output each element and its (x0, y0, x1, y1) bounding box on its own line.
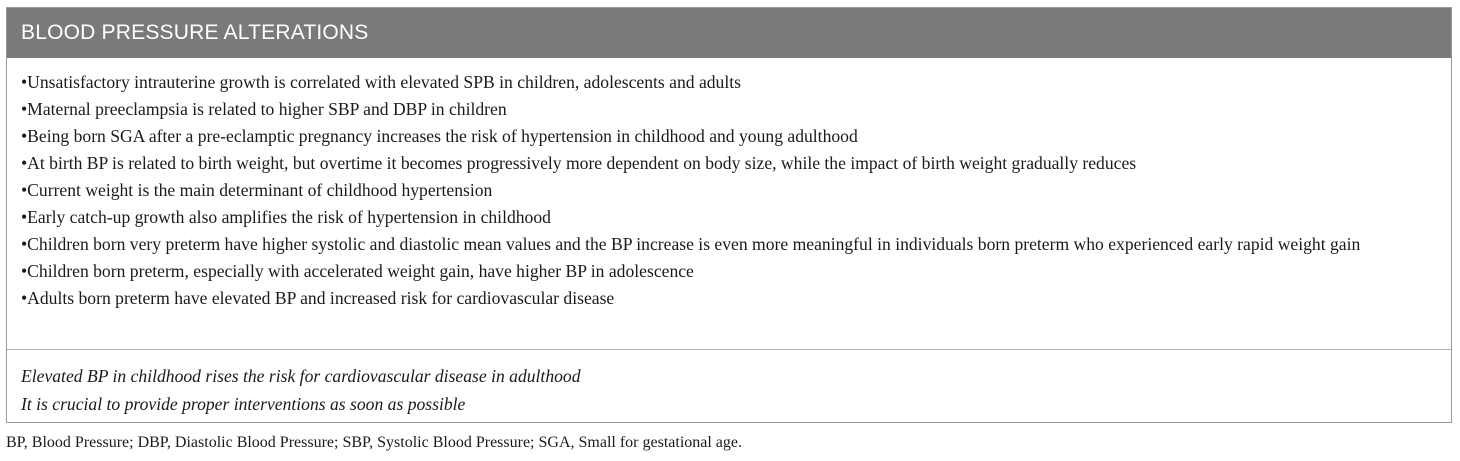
bullet-icon: • (21, 234, 28, 254)
table-title: BLOOD PRESSURE ALTERATIONS (7, 8, 1451, 58)
findings-list: •Unsatisfactory intrauterine growth is c… (7, 58, 1451, 350)
bullet-icon: • (21, 261, 28, 281)
list-item: •Current weight is the main determinant … (21, 177, 1437, 204)
finding-text: Maternal preeclampsia is related to high… (27, 99, 507, 119)
list-item: •Adults born preterm have elevated BP an… (21, 285, 1437, 312)
list-item: •At birth BP is related to birth weight,… (21, 150, 1437, 177)
conclusion-line: Elevated BP in childhood rises the risk … (21, 366, 581, 386)
bullet-icon: • (21, 153, 28, 173)
bullet-icon: • (21, 126, 28, 146)
bullet-icon: • (21, 72, 28, 92)
finding-text: Early catch-up growth also amplifies the… (27, 207, 551, 227)
finding-text: Children born preterm, especially with a… (27, 261, 694, 281)
list-item: •Unsatisfactory intrauterine growth is c… (21, 69, 1437, 96)
conclusion-line: It is crucial to provide proper interven… (21, 394, 466, 414)
bullet-icon: • (21, 288, 28, 308)
conclusion-section: Elevated BP in childhood rises the risk … (7, 350, 1451, 418)
list-item: •Children born preterm, especially with … (21, 258, 1437, 285)
finding-text: Being born SGA after a pre-eclamptic pre… (27, 126, 858, 146)
list-item: •Being born SGA after a pre-eclamptic pr… (21, 123, 1437, 150)
list-item: •Maternal preeclampsia is related to hig… (21, 96, 1437, 123)
bullet-icon: • (21, 207, 28, 227)
bullet-icon: • (21, 99, 28, 119)
finding-text: Unsatisfactory intrauterine growth is co… (27, 72, 741, 92)
finding-text: At birth BP is related to birth weight, … (27, 153, 1137, 173)
list-item: •Early catch-up growth also amplifies th… (21, 204, 1437, 231)
finding-text: Adults born preterm have elevated BP and… (27, 288, 615, 308)
list-item: •Children born very preterm have higher … (21, 231, 1437, 258)
bullet-icon: • (21, 180, 28, 200)
finding-text: Current weight is the main determinant o… (27, 180, 493, 200)
finding-text: Children born very preterm have higher s… (27, 234, 1361, 254)
abbreviations-footnote: BP, Blood Pressure; DBP, Diastolic Blood… (6, 434, 743, 451)
summary-table: BLOOD PRESSURE ALTERATIONS •Unsatisfacto… (6, 7, 1452, 423)
